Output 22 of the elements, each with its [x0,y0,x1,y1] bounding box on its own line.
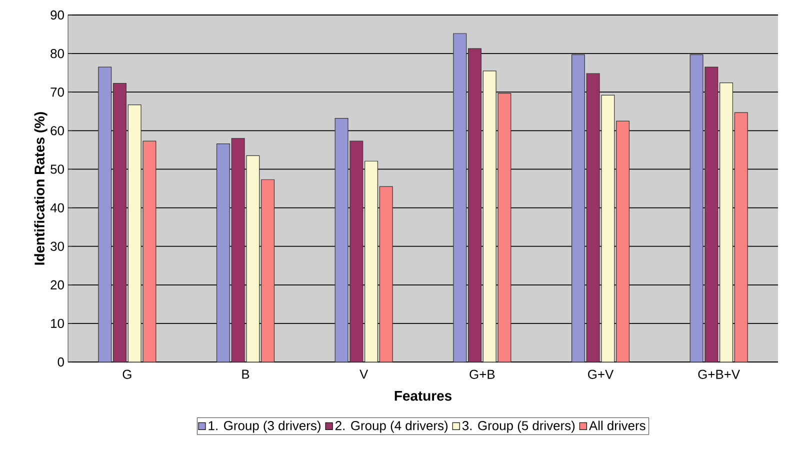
x-tick-label: G+V [588,370,614,379]
y-tick-label: 20 [50,280,64,290]
y-tick-label: 50 [50,164,64,174]
x-tick-label: V [360,370,368,379]
x-tick-label: G+B+V [698,370,740,379]
y-axis-title: Identification Rates (%) [34,112,48,265]
legend-label: 2. Group (4 drivers) [335,420,448,433]
y-tick-label: 0 [58,357,64,367]
x-tick-label: G [122,370,132,379]
y-tick-label: 60 [50,126,64,136]
y-tick-label: 80 [50,48,64,58]
legend-label: 1. Group (3 drivers) [208,420,320,433]
y-tick-label: 90 [50,10,64,20]
x-tick-label: G+B [470,370,495,379]
y-tick-label: 30 [50,242,64,251]
x-tick-label: B [242,370,250,379]
legend-label: All drivers [588,420,646,430]
legend-label: 3. Group (5 drivers) [462,420,575,433]
y-tick-label: 40 [50,203,64,212]
y-tick-label: 10 [51,318,64,328]
x-axis-title: Features [394,391,452,401]
y-tick-label: 70 [50,88,64,97]
